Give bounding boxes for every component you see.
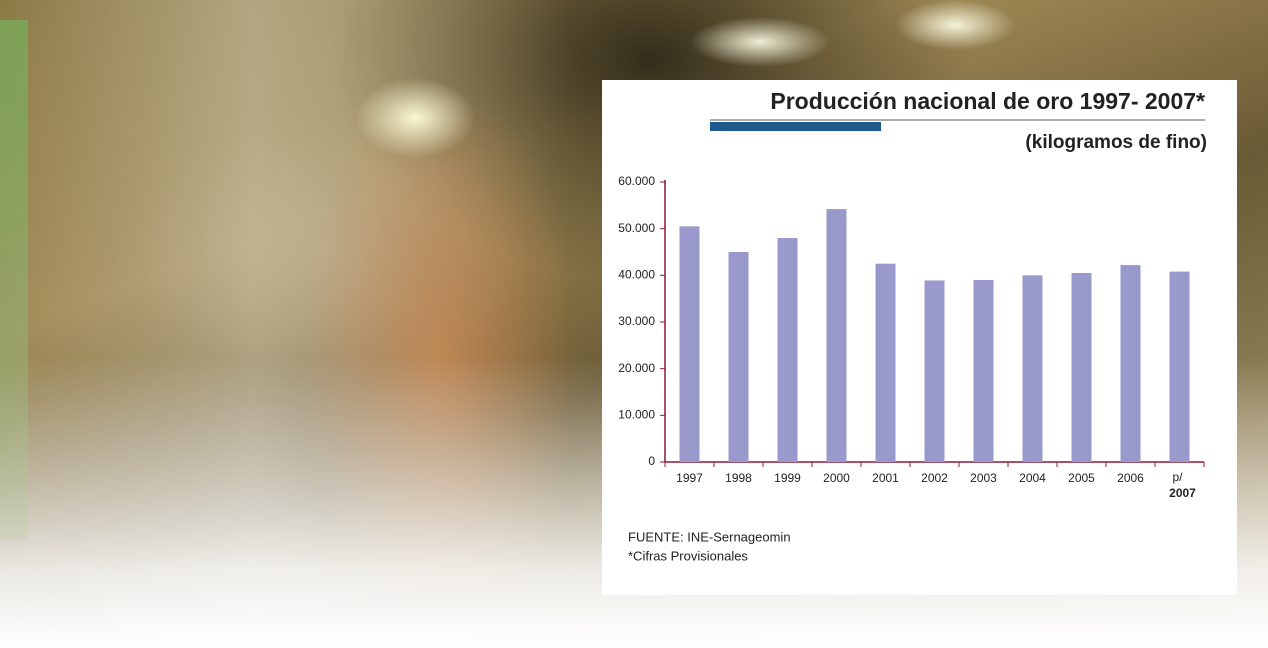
x-tick-label: 2001	[872, 471, 899, 485]
chart-subtitle: (kilogramos de fino)	[1025, 132, 1207, 153]
bar	[875, 263, 896, 462]
y-tick-label: 0	[648, 454, 655, 468]
x-tick-label: 2003	[970, 471, 997, 485]
bar	[1169, 271, 1190, 462]
bar	[1120, 265, 1141, 462]
bar	[1022, 275, 1043, 462]
x-tick-label: 2007	[1169, 486, 1196, 500]
y-tick-label: 10.000	[618, 408, 655, 422]
y-tick-label: 40.000	[618, 268, 655, 282]
bar	[973, 280, 994, 462]
background-detail	[0, 20, 28, 540]
provisional-marker: p/	[1173, 470, 1184, 484]
chart-title: Producción nacional de oro 1997- 2007*	[770, 88, 1205, 114]
x-tick-label: 2005	[1068, 471, 1095, 485]
x-tick-label: 2006	[1117, 471, 1144, 485]
title-accent	[710, 122, 881, 131]
x-tick-label: 2002	[921, 471, 948, 485]
footnote: *Cifras Provisionales	[628, 548, 748, 563]
bar	[826, 209, 847, 462]
y-tick-label: 30.000	[618, 314, 655, 328]
x-tick-label: 2004	[1019, 471, 1046, 485]
bar	[777, 238, 798, 462]
bar	[1071, 273, 1092, 462]
bar	[679, 226, 700, 462]
bar	[924, 280, 945, 462]
y-tick-label: 20.000	[618, 361, 655, 375]
bar	[728, 252, 749, 462]
x-tick-label: 1998	[725, 471, 752, 485]
x-tick-label: 2000	[823, 471, 850, 485]
x-tick-label: 1999	[774, 471, 801, 485]
x-tick-label: 1997	[676, 471, 703, 485]
y-tick-label: 50.000	[618, 221, 655, 235]
source-note: FUENTE: INE-Sernageomin	[628, 529, 791, 544]
y-tick-label: 60.000	[618, 174, 655, 188]
